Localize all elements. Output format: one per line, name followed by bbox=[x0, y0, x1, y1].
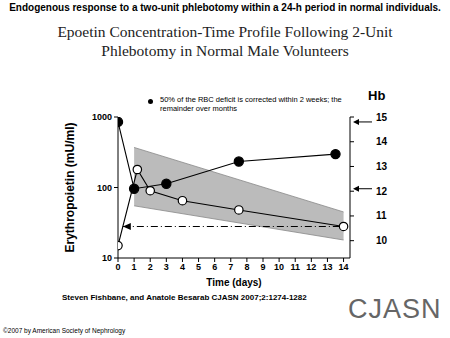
svg-text:12: 12 bbox=[376, 186, 388, 197]
html-text:Steven Fishbane, and Anatole B: Steven Fishbane, and Anatole Besarab CJA… bbox=[62, 293, 307, 302]
svg-text:9: 9 bbox=[260, 262, 265, 272]
svg-text:13: 13 bbox=[376, 161, 388, 172]
html-text:Epoetin Concentration-Time Pro: Epoetin Concentration-Time Profile Follo… bbox=[57, 23, 393, 59]
svg-text:1: 1 bbox=[132, 262, 137, 272]
html-text:©2007 by American Society of N: ©2007 by American Society of Nephrology bbox=[3, 327, 126, 334]
svg-text:1000: 1000 bbox=[92, 112, 112, 122]
svg-text:5: 5 bbox=[196, 262, 201, 272]
svg-text:Erythropoietin (mU/ml): Erythropoietin (mU/ml) bbox=[63, 122, 77, 252]
svg-text:11: 11 bbox=[376, 210, 387, 221]
svg-text:7: 7 bbox=[228, 262, 233, 272]
svg-text:11: 11 bbox=[290, 262, 300, 272]
svg-text:10: 10 bbox=[376, 235, 388, 246]
svg-text:0: 0 bbox=[115, 262, 120, 272]
svg-text:13: 13 bbox=[322, 262, 332, 272]
html-text:Hb: Hb bbox=[368, 88, 386, 103]
html-text:Endogenous response to a two-u: Endogenous response to a two-unit phlebo… bbox=[9, 2, 441, 13]
svg-text:4: 4 bbox=[180, 262, 185, 272]
svg-text:15: 15 bbox=[376, 112, 388, 123]
svg-text:14: 14 bbox=[376, 136, 388, 147]
svg-text:10: 10 bbox=[274, 262, 284, 272]
html-text:CJASN: CJASN bbox=[348, 294, 442, 324]
svg-text:Time (days): Time (days) bbox=[206, 277, 261, 288]
svg-text:12: 12 bbox=[306, 262, 316, 272]
svg-text:100: 100 bbox=[97, 183, 112, 193]
html-text:50% of the RBC deficit is corr: 50% of the RBC deficit is corrected with… bbox=[160, 95, 342, 113]
svg-text:14: 14 bbox=[339, 262, 349, 272]
svg-text:8: 8 bbox=[244, 262, 249, 272]
svg-text:3: 3 bbox=[164, 262, 169, 272]
svg-text:6: 6 bbox=[212, 262, 217, 272]
svg-text:10: 10 bbox=[102, 253, 112, 263]
svg-text:2: 2 bbox=[148, 262, 153, 272]
